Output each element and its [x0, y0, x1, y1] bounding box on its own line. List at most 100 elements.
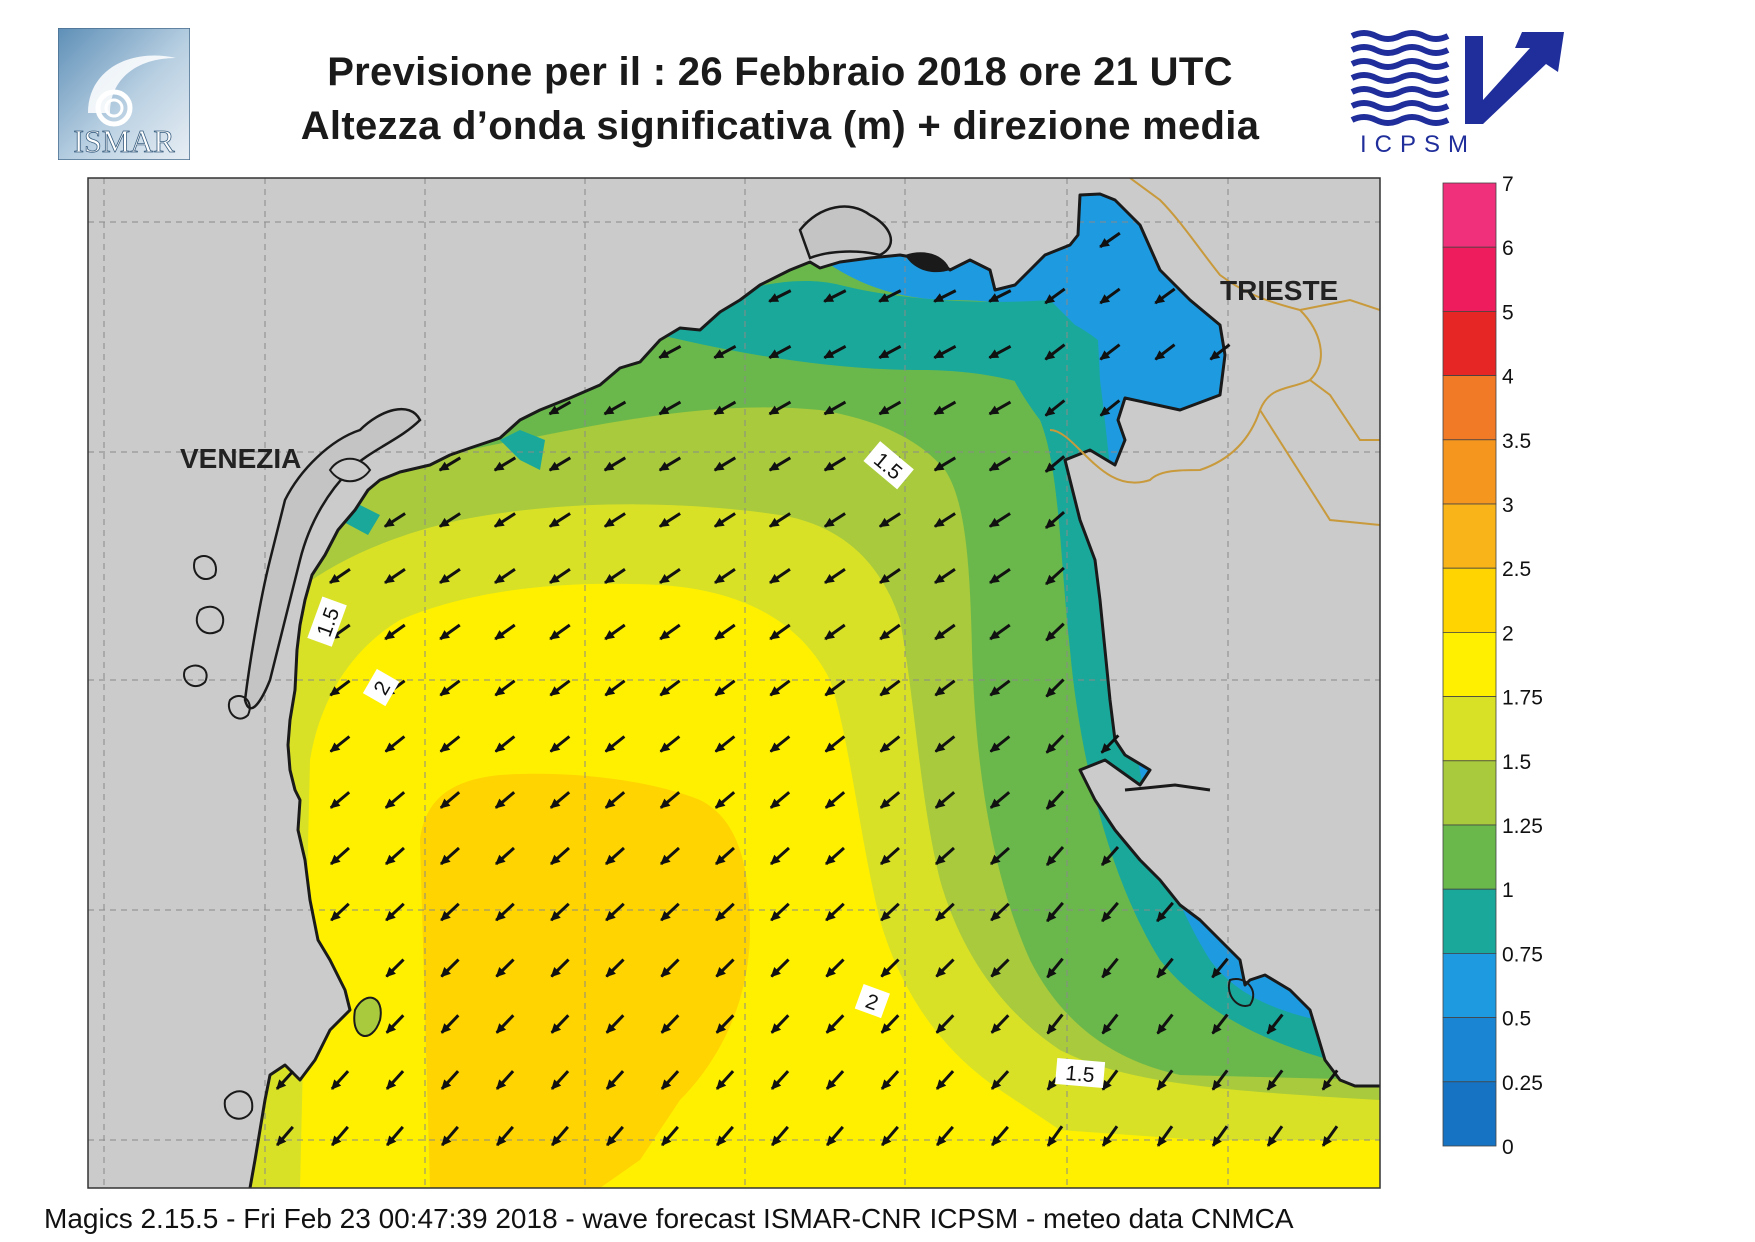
direction-arrow-head	[606, 1079, 617, 1090]
colorbar-label: 1.25	[1502, 815, 1543, 838]
direction-arrow-head	[661, 1079, 672, 1090]
direction-arrow-head	[878, 405, 890, 415]
direction-arrow-head	[714, 742, 726, 753]
direction-arrow-head	[770, 854, 781, 865]
direction-arrow-head	[1101, 911, 1112, 923]
direction-arrow-head	[439, 630, 450, 640]
direction-arrow-head	[1045, 687, 1056, 698]
city-label-trieste: TRIESTE	[1220, 275, 1338, 306]
colorbar-swatch	[1442, 375, 1497, 441]
direction-arrow-head	[934, 742, 946, 753]
colorbar-swatch	[1442, 888, 1497, 954]
colorbar-swatch	[1442, 1081, 1497, 1147]
direction-arrow-head	[659, 742, 671, 753]
direction-arrow-head	[494, 686, 506, 696]
direction-arrow-head	[714, 798, 726, 809]
direction-arrow-head	[714, 686, 726, 696]
direction-arrow-head	[386, 1135, 397, 1146]
direction-arrow-head	[716, 1135, 727, 1146]
direction-arrow-head	[331, 1135, 342, 1146]
direction-arrow-head	[991, 1135, 1002, 1146]
direction-arrow-head	[824, 798, 836, 809]
direction-arrow-head	[823, 517, 835, 528]
direction-arrow-head	[551, 1135, 562, 1146]
direction-arrow-head	[660, 1023, 672, 1034]
direction-arrow-head	[1046, 855, 1057, 866]
colorbar-label: 2.5	[1502, 558, 1531, 581]
direction-arrow-head	[496, 1079, 507, 1090]
contour-labels: 1.5 1.5 2 2 1.5	[307, 441, 1106, 1089]
direction-arrow-head	[715, 854, 726, 865]
direction-arrow-head	[439, 686, 451, 696]
direction-arrow-head	[713, 405, 725, 415]
direction-arrow-head	[990, 854, 1001, 865]
direction-arrow-head	[770, 1023, 782, 1034]
direction-arrow-head	[605, 1023, 617, 1034]
direction-arrow-head	[495, 1023, 507, 1034]
direction-arrow-head	[384, 574, 395, 584]
direction-arrow-head	[440, 910, 451, 921]
colorbar-swatch	[1442, 760, 1497, 826]
direction-arrow-head	[824, 630, 835, 640]
direction-arrow-head	[331, 1079, 342, 1090]
direction-arrow-head	[658, 517, 670, 528]
direction-arrow-head	[440, 967, 451, 978]
direction-arrow-head	[1322, 1079, 1332, 1091]
direction-arrow-head	[603, 461, 615, 471]
direction-arrow-head	[878, 293, 890, 302]
direction-arrow-head	[1157, 1136, 1167, 1147]
direction-arrow-head	[713, 461, 725, 471]
colorbar-label: 0.5	[1502, 1008, 1531, 1031]
wave-direction-arrows	[275, 231, 1339, 1147]
direction-arrow-head	[715, 910, 726, 921]
direction-arrow-head	[495, 910, 506, 921]
colorbar-label: 5	[1502, 301, 1514, 324]
direction-arrow-head	[880, 1023, 892, 1034]
direction-arrow-head	[771, 1079, 782, 1090]
direction-arrow-head	[660, 967, 671, 978]
direction-arrow-head	[933, 293, 945, 302]
direction-arrow-head	[933, 461, 945, 471]
direction-arrow-head	[494, 630, 505, 640]
icpsm-logo: ICPSM	[1350, 30, 1564, 158]
direction-arrow-head	[549, 798, 561, 809]
direction-arrow-head	[880, 910, 891, 921]
direction-arrow-head	[826, 1079, 837, 1090]
colorbar-label: 7	[1502, 173, 1514, 196]
direction-arrow-head	[659, 798, 671, 809]
direction-arrow-head	[1211, 1023, 1222, 1035]
direction-arrow-head	[768, 349, 780, 359]
direction-arrow-head	[769, 630, 780, 640]
direction-arrow-head	[548, 461, 560, 471]
direction-arrow-head	[494, 574, 505, 584]
graticule	[88, 178, 1380, 1188]
direction-arrow-head	[496, 1135, 507, 1146]
icpsm-logo-text: ICPSM	[1360, 131, 1476, 158]
direction-arrow-head	[329, 798, 341, 809]
direction-arrow-head	[494, 742, 506, 753]
map-frame	[87, 177, 1381, 1189]
direction-arrow-head	[329, 686, 341, 696]
direction-arrow-head	[826, 1135, 837, 1146]
direction-arrow-head	[661, 1135, 672, 1146]
direction-arrow-head	[823, 461, 835, 471]
direction-arrow-head	[1267, 1136, 1277, 1147]
direction-arrow-head	[880, 854, 891, 865]
direction-arrow-head	[1044, 350, 1056, 360]
colorbar-swatch	[1442, 824, 1497, 890]
direction-arrow-head	[990, 1023, 1002, 1034]
direction-arrow-head	[439, 742, 451, 753]
direction-arrow-head	[549, 742, 561, 753]
direction-arrow-head	[438, 461, 450, 471]
direction-arrow-head	[606, 1135, 617, 1146]
direction-arrow-head	[1100, 743, 1112, 754]
direction-arrow-head	[879, 574, 890, 584]
direction-arrow-head	[550, 854, 561, 865]
direction-arrow-head	[1047, 1136, 1057, 1147]
colorbar-label: 3	[1502, 494, 1514, 517]
direction-arrow-head	[881, 1079, 892, 1090]
direction-arrow-head	[770, 910, 781, 921]
colorbar-label: 0.75	[1502, 943, 1543, 966]
direction-arrow-head	[1046, 1023, 1057, 1035]
direction-arrow-head	[551, 1079, 562, 1090]
